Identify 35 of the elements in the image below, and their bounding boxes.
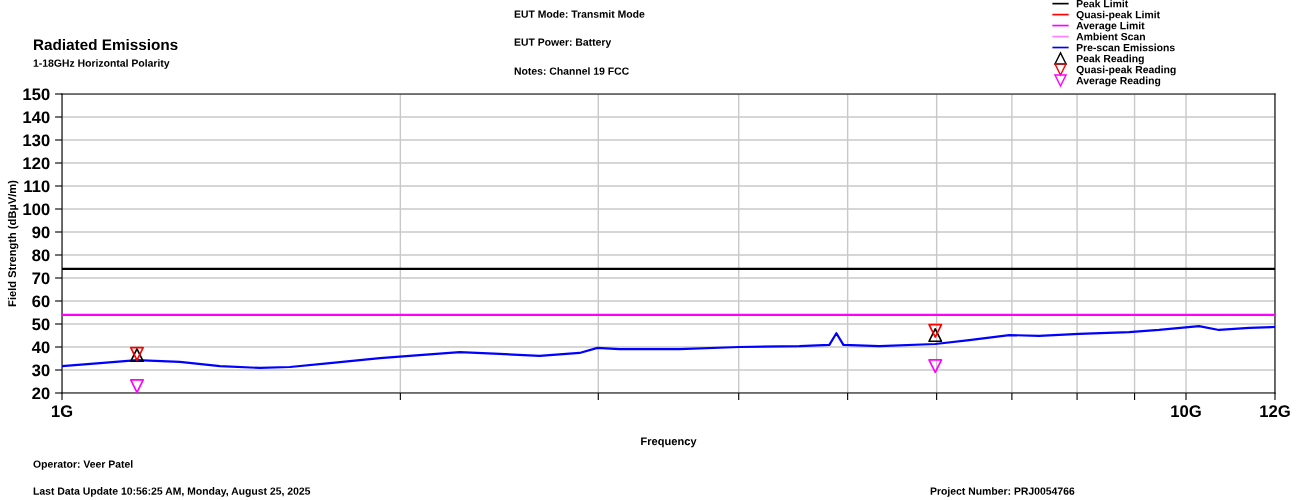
y-tick-label: 20 xyxy=(32,387,50,400)
y-tick-label: 50 xyxy=(32,318,50,331)
x-axis-title: Frequency xyxy=(641,437,697,448)
text: EUT Mode: Transmit Mode xyxy=(514,10,645,18)
y-tick-label: 70 xyxy=(32,272,50,285)
text: Notes: Channel 19 FCC xyxy=(514,67,629,75)
legend-label: Pre-scan Emissions xyxy=(1076,43,1175,52)
y-tick-label: 120 xyxy=(23,157,50,170)
y-tick-label: 40 xyxy=(31,341,50,354)
y-tick-label: 150 xyxy=(23,88,50,101)
text: Operator: Veer Patel xyxy=(33,460,133,470)
y-tick-label: 60 xyxy=(32,295,50,308)
x-tick-label: 12G xyxy=(1260,405,1290,418)
y-tick-label: 140 xyxy=(23,111,50,124)
x-tick-label: 10G xyxy=(1171,405,1201,418)
y-tick-label: 130 xyxy=(23,134,50,147)
text: Last Data Update 10:56:25 AM, Monday, August 25, 2025 xyxy=(33,487,311,497)
legend-label: Average Reading xyxy=(1076,76,1161,87)
text: Project Number: PRJ0054766 xyxy=(930,487,1075,497)
x-tick-label: 1G xyxy=(51,405,73,418)
legend-label: Quasi-peak Reading xyxy=(1076,65,1176,76)
y-axis-title: Field Strength (dBµV/m) xyxy=(7,180,19,307)
chart-subtitle: 1-18GHz Horizontal Polarity xyxy=(33,59,170,69)
legend-label: Average Limit xyxy=(1076,21,1145,32)
legend-label: Quasi-peak Limit xyxy=(1076,10,1160,21)
y-tick-label: 30 xyxy=(32,364,50,377)
text: EUT Power: Battery xyxy=(514,38,612,48)
y-tick-label: 100 xyxy=(23,203,50,216)
y-tick-label: 80 xyxy=(32,249,50,262)
legend-label: Peak Limit xyxy=(1076,0,1129,8)
legend-label: Peak Reading xyxy=(1076,54,1144,65)
y-tick-label: 110 xyxy=(24,180,50,193)
chart-title: Radiated Emissions xyxy=(34,38,178,51)
y-tick-label: 90 xyxy=(32,226,50,239)
legend-label: Ambient Scan xyxy=(1076,32,1145,41)
